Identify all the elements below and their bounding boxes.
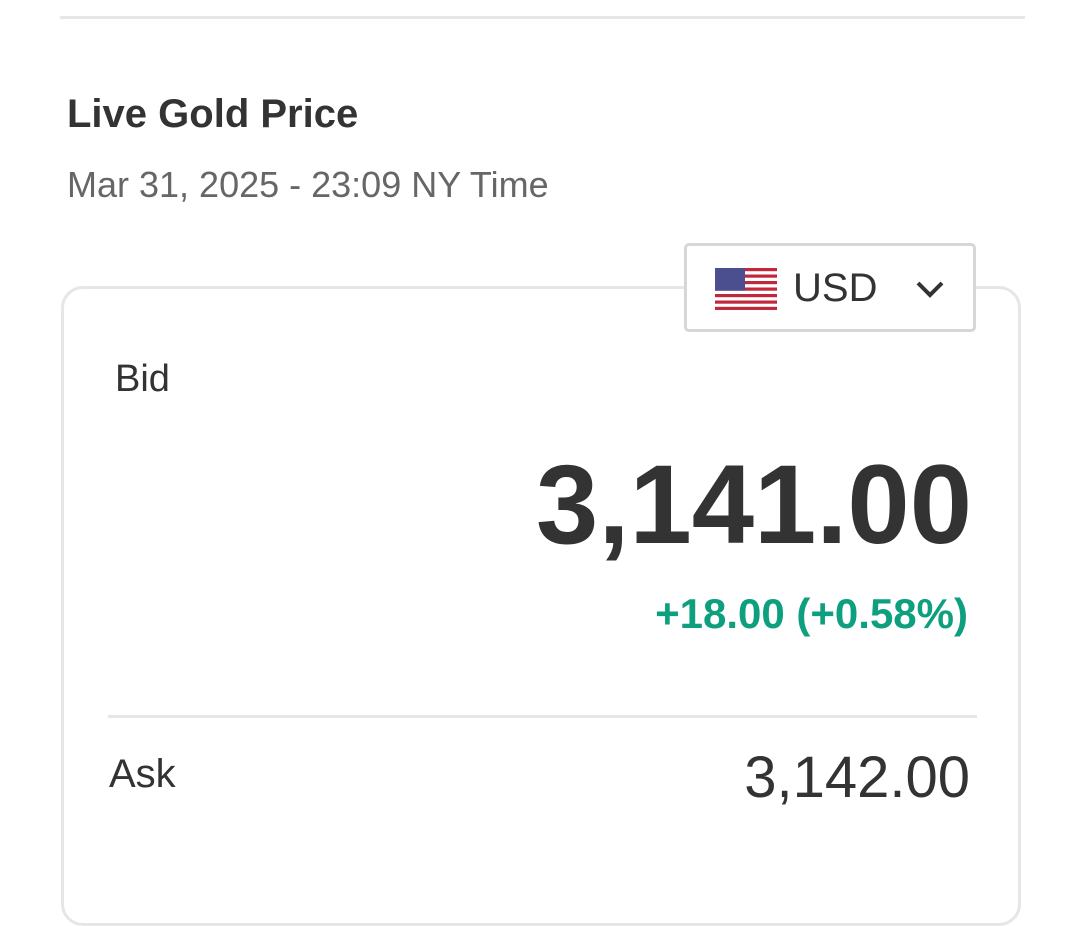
bid-price: 3,141.00 [536, 442, 972, 567]
divider [108, 715, 977, 718]
chevron-down-icon [916, 281, 944, 298]
top-divider [60, 16, 1025, 19]
currency-label: USD [793, 266, 878, 310]
timestamp: Mar 31, 2025 - 23:09 NY Time [67, 164, 549, 205]
ask-label: Ask [109, 752, 176, 796]
us-flag-icon [715, 268, 777, 310]
price-change: +18.00 (+0.58%) [655, 590, 968, 637]
bid-label: Bid [115, 358, 170, 400]
currency-select[interactable]: USD [684, 243, 976, 332]
page-title: Live Gold Price [67, 92, 359, 136]
ask-price: 3,142.00 [744, 745, 970, 810]
